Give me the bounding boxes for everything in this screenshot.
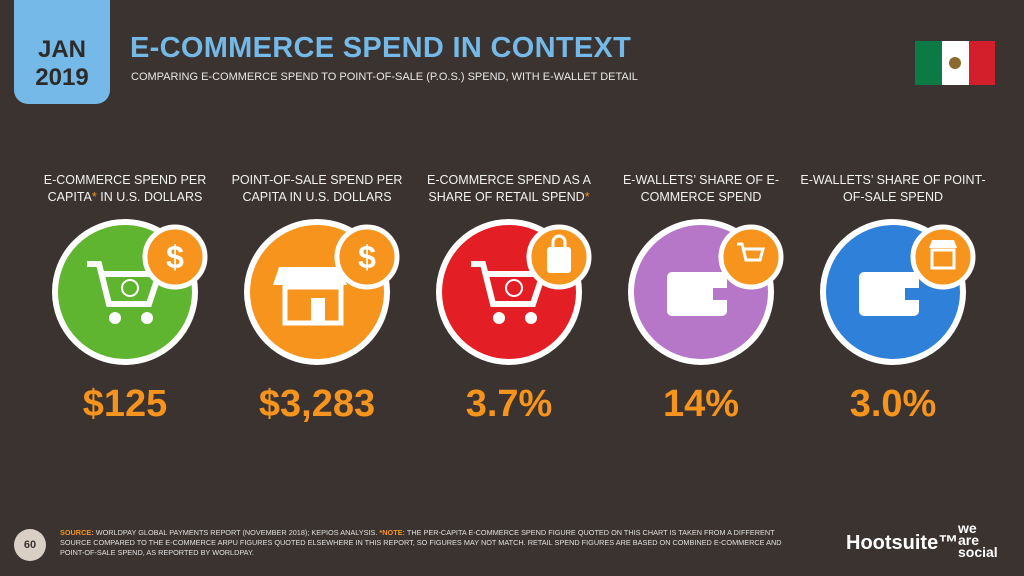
hootsuite-logo: Hootsuite™ (846, 532, 959, 554)
logo-line: are (958, 532, 980, 548)
date-year: 2019 (35, 64, 89, 91)
date-month: JAN (37, 36, 86, 63)
page-number: 60 (14, 529, 46, 561)
panel-label: E-COMMERCE SPEND PER CAPITA* IN U.S. DOL… (30, 172, 220, 206)
label-part: E-WALLETS’ SHARE OF POINT-OF-SALE SPEND (800, 173, 986, 204)
date-box (14, 0, 110, 104)
label-part: IN U.S. DOLLARS (96, 190, 203, 204)
subtitle: COMPARING E-COMMERCE SPEND TO POINT-OF-S… (131, 71, 638, 83)
label-part: * (584, 190, 590, 204)
logo-line: social (958, 544, 998, 560)
label-part: E-COMMERCE SPEND AS A SHARE OF RETAIL SP… (427, 173, 591, 204)
source-label: SOURCE: (60, 528, 94, 537)
icons: $ $ (52, 219, 976, 365)
title: E-COMMERCE SPEND IN CONTEXT (130, 32, 632, 64)
source-text: WORLDPAY GLOBAL PAYMENTS REPORT (NOVEMBE… (95, 528, 378, 537)
panel-label: E-WALLETS’ SHARE OF E-COMMERCE SPEND (606, 172, 796, 206)
panel-label: E-WALLETS’ SHARE OF POINT-OF-SALE SPEND (798, 172, 988, 206)
svg-text:$: $ (358, 239, 376, 275)
we-are-social-logo: we are social (958, 520, 998, 560)
note-text: THE PER-CAPITA E-COMMERCE SPEND FIGURE Q… (60, 528, 782, 557)
label-part: E-COMMERCE SPEND PER CAPITA (43, 173, 207, 204)
panel-value: $125 (82, 383, 168, 425)
label-part: POINT-OF-SALE SPEND PER CAPITA IN U.S. D… (231, 173, 403, 204)
svg-text:$: $ (166, 239, 184, 275)
flag (915, 41, 995, 85)
panel-value: $3,283 (258, 383, 376, 425)
label-part: E-WALLETS’ SHARE OF E-COMMERCE SPEND (622, 173, 780, 204)
label-part: * (91, 190, 97, 204)
panel-value: 3.0% (849, 383, 937, 425)
source-note: SOURCE: WORLDPAY GLOBAL PAYMENTS REPORT … (60, 528, 790, 558)
panel-label: POINT-OF-SALE SPEND PER CAPITA IN U.S. D… (222, 172, 412, 206)
note-label: *NOTE: (379, 528, 405, 537)
panel-value: 14% (662, 383, 740, 425)
logo-line: we (958, 520, 977, 536)
panel-label: E-COMMERCE SPEND AS A SHARE OF RETAIL SP… (414, 172, 604, 206)
panel-value: 3.7% (465, 383, 553, 425)
